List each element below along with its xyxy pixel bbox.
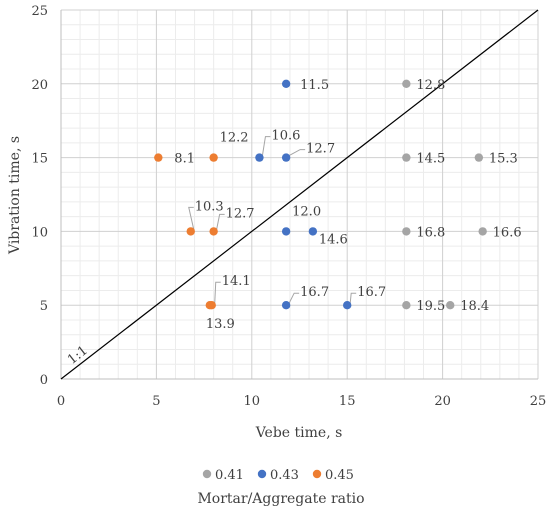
data-point-0-45	[154, 153, 163, 162]
legend-marker-0-41	[202, 469, 212, 479]
y-tick-label: 10	[31, 225, 48, 240]
data-point-0-43	[281, 301, 291, 310]
data-point-0-41	[402, 227, 411, 236]
data-label: 10.3	[195, 199, 224, 214]
data-label: 19.5	[416, 299, 445, 314]
data-point-0-41	[446, 301, 455, 310]
x-tick-label: 25	[530, 394, 547, 409]
x-tick-label: 5	[152, 394, 160, 409]
data-point-0-45	[209, 153, 218, 162]
data-label: 16.7	[357, 285, 386, 300]
data-point-0-43	[281, 153, 291, 162]
y-tick-label: 15	[31, 152, 48, 167]
leader-line	[214, 281, 221, 304]
leader-line	[349, 292, 357, 304]
data-label: 14.1	[222, 274, 251, 289]
x-tick-label: 10	[244, 394, 261, 409]
data-point-0-41	[402, 153, 411, 162]
data-point-0-41	[402, 301, 411, 310]
data-label: 16.8	[416, 225, 445, 240]
leader-lines	[188, 136, 357, 304]
data-point-0-45	[209, 227, 218, 236]
data-labels: 12.8 14.5 15.3 16.8 16.6 19.5 18.4 11.5 10.6 12.7…	[174, 78, 521, 332]
y-tick-label: 5	[40, 299, 48, 314]
data-point-0-41	[402, 79, 411, 89]
data-label: 14.5	[416, 152, 445, 167]
data-label: 10.6	[271, 129, 300, 144]
y-tick-label: 25	[31, 4, 48, 19]
data-label: 12.7	[306, 142, 335, 157]
y-tick-label: 0	[40, 373, 48, 388]
data-label: 12.2	[220, 131, 249, 146]
data-label: 12.8	[416, 78, 445, 93]
data-point-0-45	[205, 301, 215, 310]
y-tick-labels: 0 5 10 15 20 25	[31, 4, 48, 388]
data-label: 12.7	[226, 206, 255, 221]
data-label: 11.5	[300, 78, 329, 93]
y-tick-label: 20	[31, 78, 48, 93]
data-point-0-41	[474, 153, 484, 162]
major-gridlines	[60, 9, 539, 380]
legend-marker-0-43	[257, 469, 267, 479]
legend-label: 0.45	[325, 468, 354, 483]
data-label: 8.1	[174, 152, 195, 167]
legend-label: 0.41	[215, 468, 244, 483]
data-point-0-41	[478, 227, 487, 236]
reference-line-group: 1:1	[60, 9, 539, 380]
legend-label: 0.43	[270, 468, 299, 483]
minor-gridlines	[61, 10, 538, 379]
legend: 0.41 0.43 0.45	[202, 468, 354, 483]
x-tick-labels: 0 5 10 15 20 25	[57, 394, 546, 409]
leader-line	[288, 149, 306, 157]
leader-line	[261, 136, 271, 156]
legend-marker-0-45	[312, 469, 322, 479]
data-point-0-43	[308, 227, 318, 236]
leader-line	[288, 292, 300, 304]
x-axis-title: Vebe time, s	[255, 425, 343, 441]
data-label: 16.6	[493, 225, 522, 240]
leader-line	[188, 206, 195, 230]
x-tick-label: 15	[339, 394, 356, 409]
data-label: 15.3	[489, 152, 518, 167]
legend-title: Mortar/Aggregate ratio	[197, 491, 364, 507]
leader-line	[216, 213, 225, 230]
data-point-0-43	[281, 227, 291, 236]
data-point-0-43	[255, 153, 264, 162]
reference-line-1-1	[60, 9, 539, 380]
data-label: 14.6	[319, 232, 348, 247]
x-tick-label: 20	[434, 394, 451, 409]
y-axis-title: Vibration time, s	[7, 136, 23, 255]
data-label: 16.7	[300, 285, 329, 300]
data-label: 13.9	[206, 317, 235, 332]
data-label: 18.4	[460, 299, 489, 314]
data-points	[154, 79, 487, 310]
data-label: 12.0	[292, 204, 321, 219]
x-tick-label: 0	[57, 394, 65, 409]
data-point-0-43	[281, 79, 291, 89]
data-point-0-45	[186, 227, 195, 236]
data-point-0-43	[343, 301, 352, 310]
